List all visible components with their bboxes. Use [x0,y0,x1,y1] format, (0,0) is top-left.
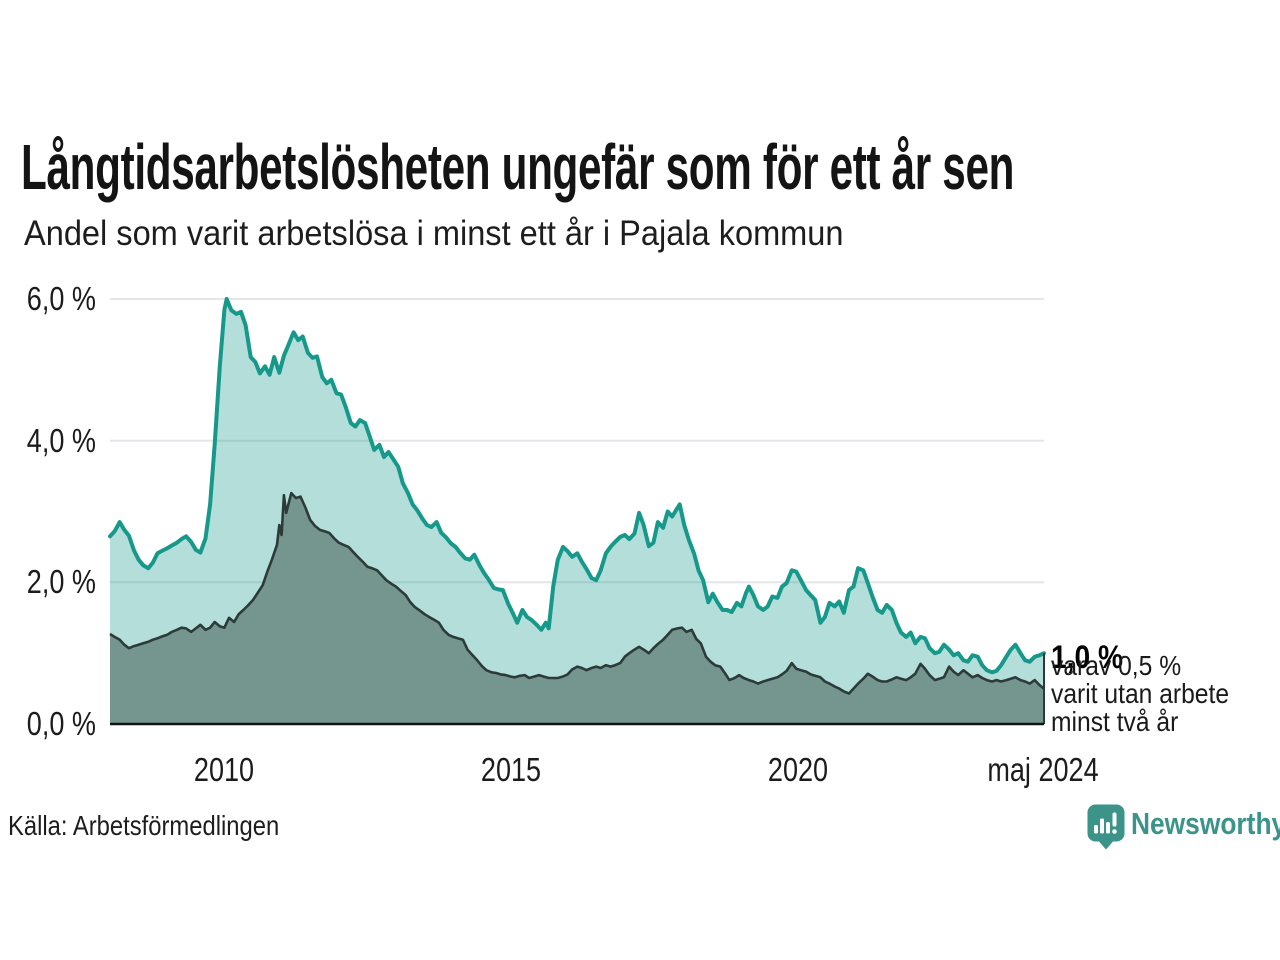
annotation-two-year-detail: varav 0,5 % varit utan arbete minst två … [1051,652,1229,736]
y-axis-label-6: 6,0 % [26,280,97,317]
annotation-latest-value: 1,0 % [1051,639,1124,675]
page-subtitle: Andel som varit arbetslösa i minst ett å… [24,214,844,253]
y-axis-label-0: 0,0 % [26,705,97,742]
source-note: Källa: Arbetsförmedlingen [8,810,280,841]
x-axis-label-maj-2024: maj 2024 [987,751,1099,788]
x-axis-label-2015: 2015 [480,751,542,788]
x-axis-label-2010: 2010 [193,751,255,788]
y-axis-label-2: 2,0 % [26,563,97,600]
x-axis-label-2020: 2020 [767,751,829,788]
annotation-detail-line-2: varit utan arbete [1051,678,1230,709]
newsworthy-speech-bubble-chart-icon [1087,804,1125,855]
newsworthy-wordmark: Newsworthy [1131,806,1280,841]
page-title: Långtidsarbetslösheten ungefär som för e… [21,131,1015,203]
annotation-detail-line-1: varav 0,5 % [1051,650,1182,681]
annotation-detail-line-3: minst två år [1051,706,1179,737]
y-axis-label-4: 4,0 % [26,422,97,459]
newsworthy-logo[interactable]: Newsworthy [1087,804,1280,855]
